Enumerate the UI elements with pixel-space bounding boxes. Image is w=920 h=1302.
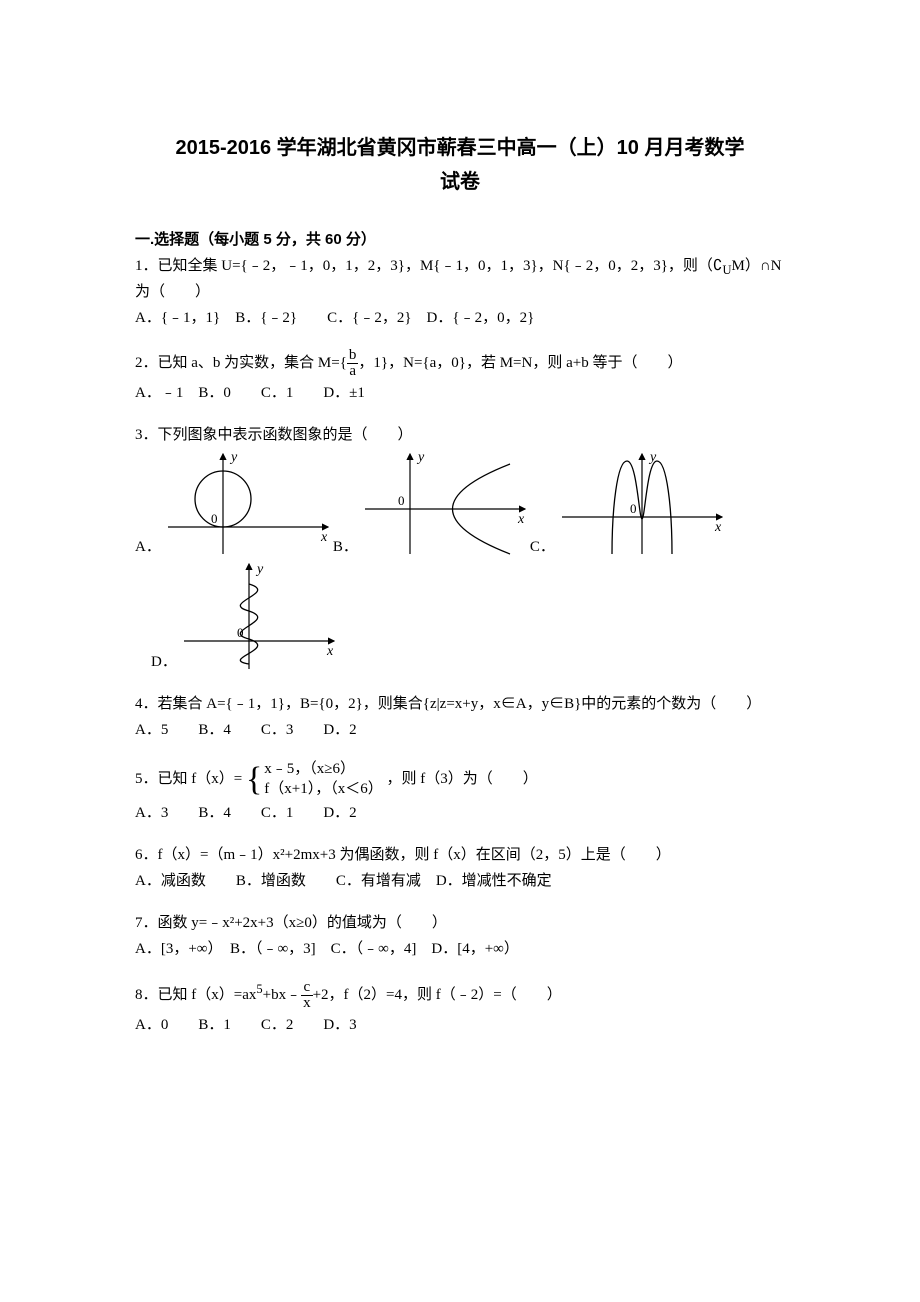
- q2-options: A．﹣1 B．0 C．1 D．±1: [135, 381, 785, 405]
- q3-graphs-row2: D． y x 0: [135, 559, 785, 674]
- section-1-header: 一.选择题（每小题 5 分，共 60 分）: [135, 228, 785, 252]
- axis-x-label: x: [517, 512, 525, 527]
- q8: 8．已知 f（x）=ax5+bx﹣cx+2，f（2）=4，则 f（﹣2）=（ ）: [135, 979, 785, 1011]
- q3-cell-b: B． y x 0: [333, 449, 530, 559]
- q3-label-b: B．: [333, 535, 358, 559]
- q3-graph-b: y x 0: [360, 449, 530, 559]
- q3-cell-d: D． y x 0: [151, 559, 339, 674]
- q2: 2．已知 a、b 为实数，集合 M={ba，1}，N={a，0}，若 M=N，则…: [135, 348, 785, 379]
- axis-x-label: x: [714, 520, 722, 535]
- axis-y-label: y: [648, 450, 657, 465]
- q6-options: A．减函数 B．增函数 C．有增有减 D．增减性不确定: [135, 869, 785, 893]
- q8-text-c: +2，f（2）=4，则 f（﹣2）=（ ）: [313, 987, 562, 1003]
- q3-cell-c: C． y x 0: [530, 449, 727, 559]
- q5-text-b: ，则 f（3）为（ ）: [387, 771, 538, 787]
- q5-case2: f（x+1），（x＜6）: [264, 781, 382, 797]
- q8-text-b: +bx﹣: [263, 987, 301, 1003]
- q1-text-a: 1．已知全集 U={﹣2，﹣1，0，1，2，3}，M{﹣1，0，1，3}，N{﹣…: [135, 258, 722, 274]
- axis-o-label: 0: [237, 625, 244, 640]
- axis-o-label: 0: [211, 511, 218, 526]
- q3-graph-c: y x 0: [557, 449, 727, 559]
- q2-text-a: 2．已知 a、b 为实数，集合 M={: [135, 355, 347, 371]
- q3-label-c: C．: [530, 535, 555, 559]
- title-line-1: 2015-2016 学年湖北省黄冈市蕲春三中高一（上）10 月月考数学: [135, 130, 785, 166]
- q3-graph-a: y x 0: [163, 449, 333, 559]
- q8-text-a: 8．已知 f（x）=ax: [135, 987, 256, 1003]
- q2-frac-den: a: [347, 364, 359, 379]
- q4-options: A．5 B．4 C．3 D．2: [135, 718, 785, 742]
- page-container: 2015-2016 学年湖北省黄冈市蕲春三中高一（上）10 月月考数学 试卷 一…: [0, 0, 920, 1097]
- q3-text: 3．下列图象中表示函数图象的是（ ）: [135, 423, 785, 447]
- q2-frac-num: b: [347, 348, 359, 364]
- axis-o-label: 0: [630, 501, 637, 516]
- q8-frac-num: c: [301, 980, 313, 996]
- q5-piecewise: { x﹣5，（x≥6） f（x+1），（x＜6）: [246, 760, 383, 799]
- axis-y-label: y: [229, 450, 238, 465]
- q3-label-a: A．: [135, 535, 161, 559]
- q4-text: 4．若集合 A={﹣1，1}，B={0，2}，则集合{z|z=x+y，x∈A，y…: [135, 692, 785, 716]
- q3-cell-a: A． y x 0: [135, 449, 333, 559]
- q5-options: A．3 B．4 C．1 D．2: [135, 801, 785, 825]
- q3-graphs-row1: A． y x 0 B． y x 0 C: [135, 449, 785, 559]
- q2-fraction: ba: [347, 348, 359, 379]
- brace-icon: {: [246, 763, 262, 797]
- q5-text-a: 5．已知 f（x）=: [135, 771, 242, 787]
- axis-x-label: x: [326, 644, 334, 659]
- q8-options: A．0 B．1 C．2 D．3: [135, 1013, 785, 1037]
- q1-sub: U: [722, 263, 731, 277]
- q1-options: A．{﹣1，1} B．{﹣2} C．{﹣2，2} D．{﹣2，0，2}: [135, 306, 785, 330]
- title-line-2: 试卷: [135, 166, 785, 198]
- axis-x-label: x: [320, 530, 328, 545]
- q1: 1．已知全集 U={﹣2，﹣1，0，1，2，3}，M{﹣1，0，1，3}，N{﹣…: [135, 254, 785, 304]
- q3-graph-d: y x 0: [179, 559, 339, 674]
- axis-o-label: 0: [398, 493, 405, 508]
- axis-y-label: y: [416, 450, 425, 465]
- q7-text: 7．函数 y=﹣x²+2x+3（x≥0）的值域为（ ）: [135, 911, 785, 935]
- q6-text: 6．f（x）=（m﹣1）x²+2mx+3 为偶函数，则 f（x）在区间（2，5）…: [135, 843, 785, 867]
- q7-options: A．[3，+∞） B．（﹣∞，3] C．（﹣∞，4] D．[4，+∞）: [135, 937, 785, 961]
- axis-y-label: y: [255, 562, 264, 577]
- q8-frac-den: x: [301, 996, 313, 1011]
- q8-fraction: cx: [301, 980, 313, 1011]
- q5-case1: x﹣5，（x≥6）: [264, 761, 355, 777]
- q3-label-d: D．: [151, 650, 177, 674]
- q2-text-b: ，1}，N={a，0}，若 M=N，则 a+b 等于（ ）: [358, 355, 682, 371]
- q5: 5．已知 f（x）= { x﹣5，（x≥6） f（x+1），（x＜6） ，则 f…: [135, 760, 785, 799]
